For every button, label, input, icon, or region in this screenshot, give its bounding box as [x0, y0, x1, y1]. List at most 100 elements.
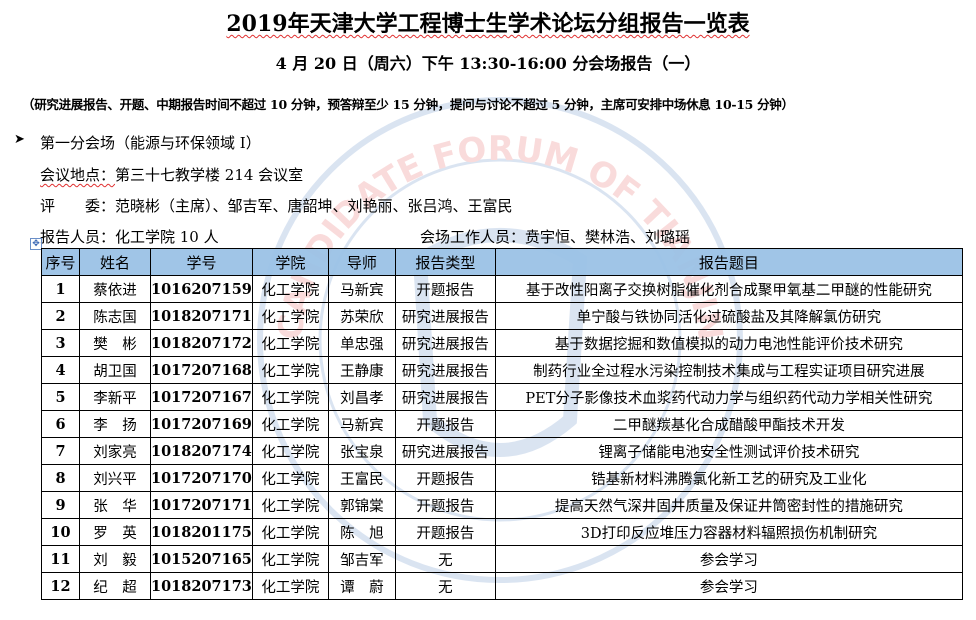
table-row: 11 刘 毅 1015207165 化工学院 邹吉军无参会学习	[41, 545, 963, 573]
advisor-cell: 郭锦棠	[327, 491, 396, 519]
report-title-cell: 单宁酸与铁协同活化过硫酸盐及其降解氯仿研究	[494, 302, 963, 330]
header-col-school: 学院	[251, 248, 329, 276]
report-title-cell: 锂离子储能电池安全性测试评价技术研究	[494, 437, 963, 465]
table-row: 7 刘家亮 1018207174 化工学院 张宝泉 研究进展报告 锂离子储能电池安全性测试评…	[41, 437, 963, 465]
report-title-cell: 基于改性阳离子交换树脂催化剂合成聚甲氧基二甲醚的性能研究	[494, 275, 963, 303]
name-cell: 胡卫国	[79, 356, 151, 384]
meeting-place: 会议地点：第三十七教学楼 214 会议室	[40, 164, 303, 185]
report-type-cell: 研究进展报告	[394, 383, 496, 411]
title-text: 2019年天津大学工程博士生学术论坛分组报告一览表	[226, 11, 750, 37]
advisor-cell: 刘昌孝	[327, 383, 396, 411]
student-id-cell: 1017207169	[150, 410, 253, 438]
venue-heading: 第一分会场（能源与环保领域 I）	[40, 134, 261, 152]
advisor-cell: 苏荣欣	[327, 302, 396, 330]
report-type-cell: 研究进展报告	[394, 356, 496, 384]
index-cell: 5	[41, 383, 80, 411]
header-col-report-title: 报告题目	[494, 248, 963, 276]
header-col-student-id: 学号	[150, 248, 253, 276]
report-title-cell: 锆基新材料沸腾氯化新工艺的研究及工业化	[494, 464, 963, 492]
school-cell: 化工学院	[251, 437, 329, 465]
report-title-cell: 3D打印反应堆压力容器材料辐照损伤机制研究	[494, 518, 963, 546]
student-id-cell: 1018207172	[150, 329, 253, 357]
report-type-cell: 开题报告	[394, 518, 496, 546]
index-cell: 12	[41, 572, 80, 600]
advisor-cell: 陈 旭	[327, 518, 396, 546]
index-cell: 7	[41, 437, 80, 465]
table-header-row: 序号 姓名 学号 学院 导师 报告类型 报告题目	[41, 248, 963, 276]
index-cell: 4	[41, 356, 80, 384]
name-cell: 李新平	[79, 383, 151, 411]
index-cell: 8	[41, 464, 80, 492]
school-cell: 化工学院	[251, 518, 329, 546]
judges-line: 评 委：范晓彬（主席）、邹吉军、唐韶坤、刘艳丽、张吕鸿、王富民	[40, 197, 513, 215]
school-cell: 化工学院	[251, 383, 329, 411]
index-cell: 11	[41, 545, 80, 573]
table-row: 5 李新平 1017207167 化工学院 刘昌孝 研究进展报告 PET分子影像技术血浆药代…	[41, 383, 963, 411]
name-cell: 樊 彬	[79, 329, 151, 357]
name-cell: 刘家亮	[79, 437, 151, 465]
index-cell: 2	[41, 302, 80, 330]
school-cell: 化工学院	[251, 329, 329, 357]
advisor-cell: 单忠强	[327, 329, 396, 357]
report-title-cell: 参会学习	[494, 572, 963, 600]
student-id-cell: 1017207170	[150, 464, 253, 492]
report-title-cell: 参会学习	[494, 545, 963, 573]
school-cell: 化工学院	[251, 356, 329, 384]
advisor-cell: 邹吉军	[327, 545, 396, 573]
student-id-cell: 1017207168	[150, 356, 253, 384]
table-move-handle-icon[interactable]: ✥	[30, 238, 42, 250]
table-row: 10 罗 英 1018201175 化工学院陈 旭开题报告 3D打印反应堆压力容器材料辐…	[41, 518, 963, 546]
student-id-cell: 1018207173	[150, 572, 253, 600]
name-cell: 蔡依进	[79, 275, 151, 303]
table-row: 8 刘兴平 1017207170 化工学院 王富民 开题报告 锆基新材料沸腾氯化新工艺的研究…	[41, 464, 963, 492]
header-col-report-type: 报告类型	[394, 248, 496, 276]
report-type-cell: 无	[394, 545, 496, 573]
advisor-cell: 王静康	[327, 356, 396, 384]
advisor-cell: 张宝泉	[327, 437, 396, 465]
school-cell: 化工学院	[251, 491, 329, 519]
arrowhead-bullet-icon: ➤	[14, 132, 25, 147]
header-col-index: 序号	[41, 248, 80, 276]
index-cell: 9	[41, 491, 80, 519]
school-cell: 化工学院	[251, 572, 329, 600]
index-cell: 1	[41, 275, 80, 303]
name-cell: 刘 毅	[79, 545, 151, 573]
name-cell: 纪 超	[79, 572, 151, 600]
report-type-cell: 研究进展报告	[394, 437, 496, 465]
report-type-cell: 研究进展报告	[394, 329, 496, 357]
staff-line: 会场工作人员：贲宇恒、樊林浩、刘璐瑶	[420, 228, 691, 246]
report-type-cell: 开题报告	[394, 491, 496, 519]
reporters-line: 报告人员：化工学院 10 人	[40, 228, 219, 246]
place-label: 会议地点：	[40, 166, 116, 184]
student-id-cell: 1018207174	[150, 437, 253, 465]
table-row: 12 纪 超 1018207173 化工学院谭 蔚无参会学习	[41, 572, 963, 600]
student-id-cell: 1018201175	[150, 518, 253, 546]
report-title-cell: 二甲醚羰基化合成醋酸甲酯技术开发	[494, 410, 963, 438]
table-row: 1 蔡依进 1016207159 化工学院 马新宾 开题报告 基于改性阳离子交换树脂催化剂合…	[41, 275, 963, 303]
index-cell: 6	[41, 410, 80, 438]
student-id-cell: 1017207171	[150, 491, 253, 519]
page-title: 2019年天津大学工程博士生学术论坛分组报告一览表	[0, 6, 976, 38]
advisor-cell: 王富民	[327, 464, 396, 492]
report-type-cell: 开题报告	[394, 464, 496, 492]
report-title-cell: 基于数据挖掘和数值模拟的动力电池性能评价技术研究	[494, 329, 963, 357]
school-cell: 化工学院	[251, 410, 329, 438]
report-type-cell: 无	[394, 572, 496, 600]
place-value: 第三十七教学楼 214 会议室	[115, 166, 304, 184]
header-col-name: 姓名	[79, 248, 151, 276]
report-type-cell: 研究进展报告	[394, 302, 496, 330]
advisor-cell: 谭 蔚	[327, 572, 396, 600]
name-cell: 张 华	[79, 491, 151, 519]
student-id-cell: 1015207165	[150, 545, 253, 573]
school-cell: 化工学院	[251, 275, 329, 303]
report-title-cell: 提高天然气深井固井质量及保证井筒密封性的措施研究	[494, 491, 963, 519]
name-cell: 罗 英	[79, 518, 151, 546]
time-rules-note: （研究进展报告、开题、中期报告时间不超过 10 分钟，预答辩至少 15 分钟，提…	[22, 97, 794, 112]
school-cell: 化工学院	[251, 545, 329, 573]
school-cell: 化工学院	[251, 302, 329, 330]
report-title-cell: PET分子影像技术血浆药代动力学与组织药代动力学相关性研究	[494, 383, 963, 411]
student-id-cell: 1016207159	[150, 275, 253, 303]
